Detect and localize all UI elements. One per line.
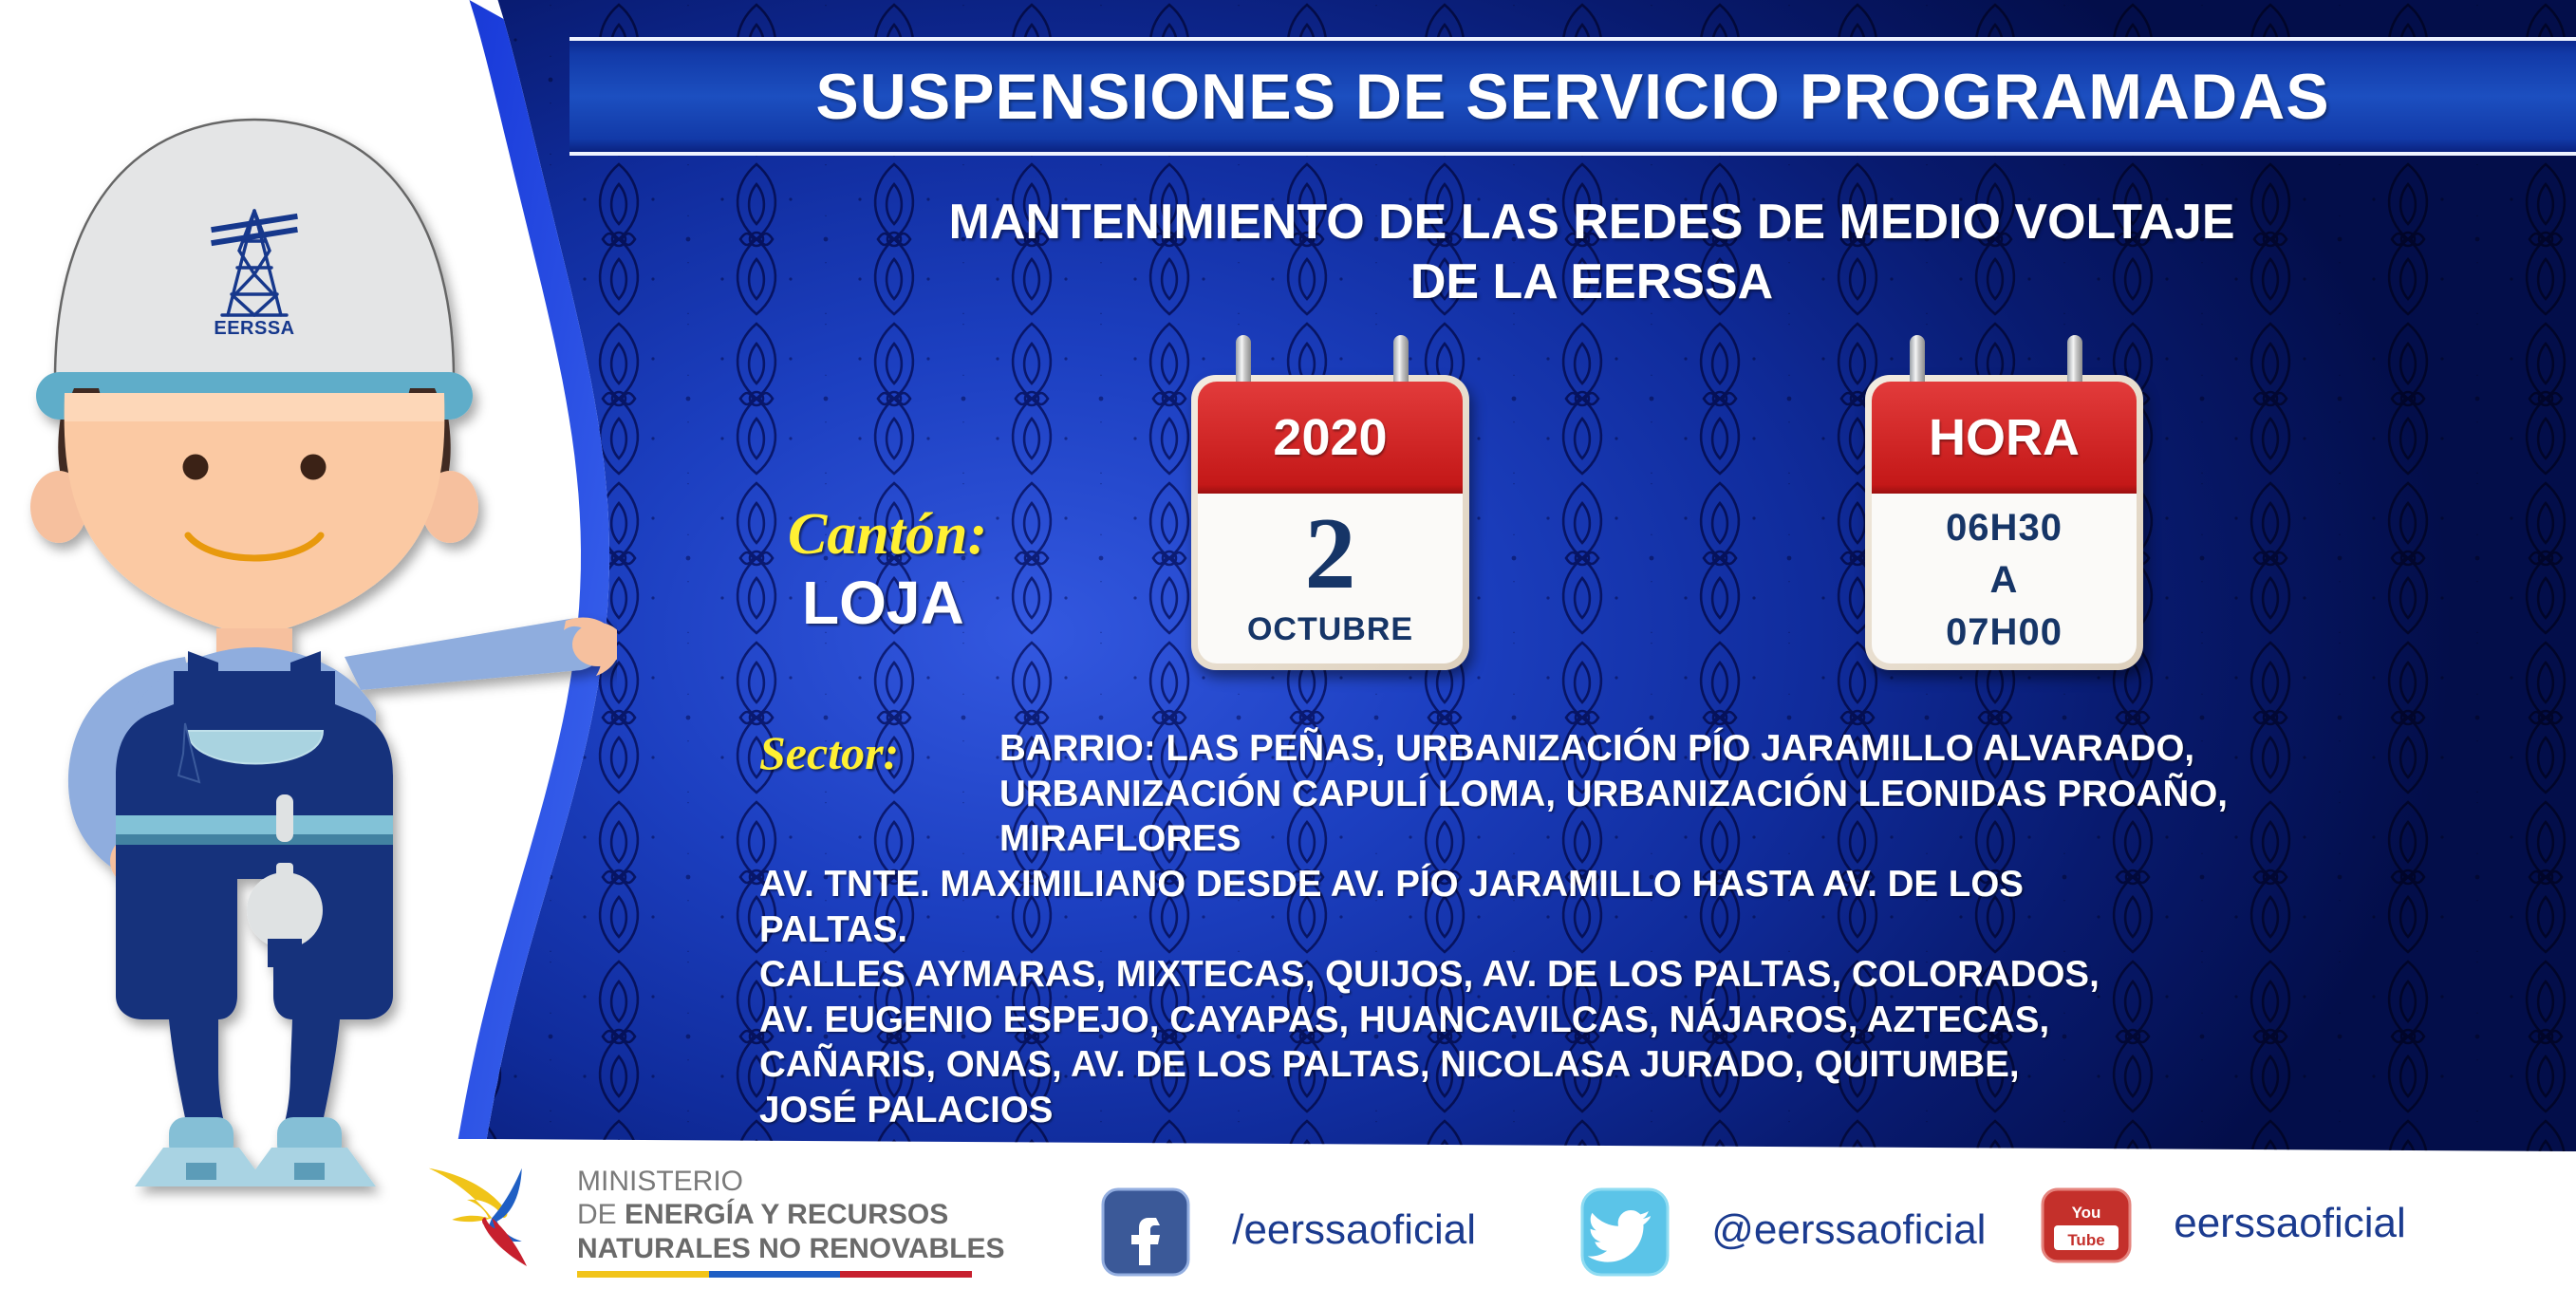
svg-text:EERSSA: EERSSA [214, 318, 294, 339]
svg-text:Tube: Tube [2067, 1231, 2104, 1249]
svg-text:You: You [2072, 1204, 2101, 1222]
